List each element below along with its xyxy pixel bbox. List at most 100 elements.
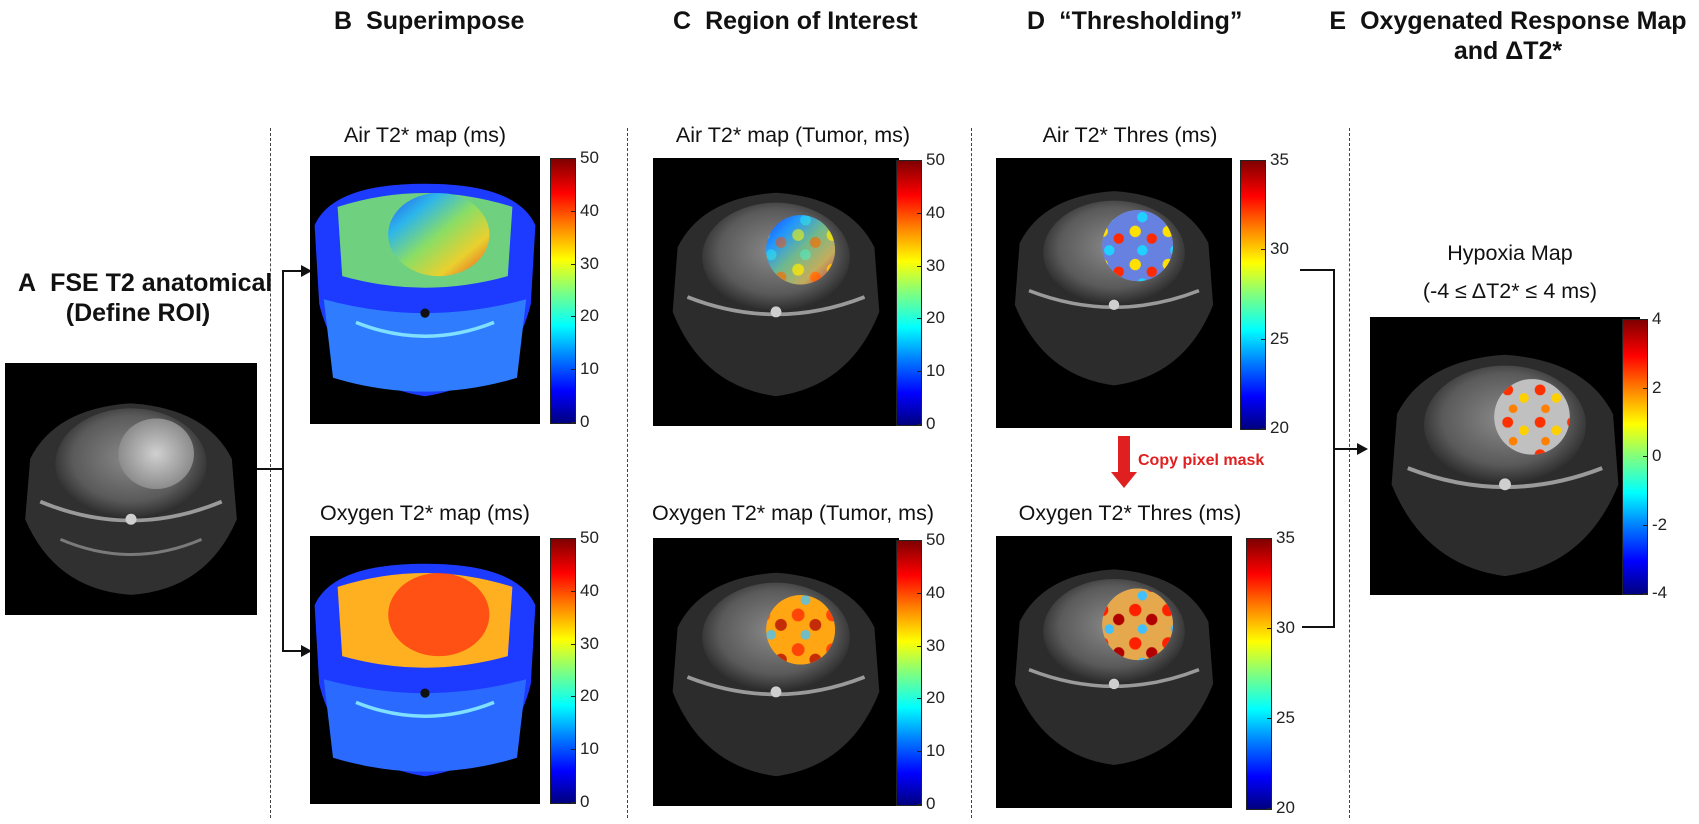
- colorbar-tickmark: [1261, 249, 1266, 251]
- colorbar-tick-label: 0: [926, 794, 936, 813]
- colorbar-tick-label: 50: [926, 530, 945, 549]
- colorbar-tick-label: 0: [1652, 446, 1662, 465]
- d-air-colorbar: [1240, 160, 1266, 430]
- connector-to-b-oxy: [282, 650, 302, 652]
- e-title-line1: Hypoxia Map: [1447, 241, 1573, 265]
- c-oxy-colorbar: [896, 540, 922, 806]
- separator-ab: [270, 128, 271, 818]
- colorbar-tick-label: 35: [1276, 528, 1295, 547]
- c-air-title: Air T2* map (Tumor, ms): [675, 123, 911, 147]
- header-c: C Region of Interest: [673, 6, 918, 36]
- colorbar-tickmark: [1261, 338, 1266, 340]
- header-d: D “Thresholding”: [1027, 6, 1242, 36]
- d-air-title: Air T2* Thres (ms): [1042, 123, 1218, 147]
- separator-de: [1349, 128, 1350, 818]
- d-air-image: [996, 158, 1232, 428]
- colorbar-tick-label: 4: [1652, 309, 1662, 328]
- colorbar-tickmark: [1643, 524, 1648, 526]
- c-oxy-title: Oxygen T2* map (Tumor, ms): [652, 501, 934, 525]
- c-air-image: [653, 158, 899, 426]
- colorbar-tickmark: [1643, 593, 1648, 594]
- colorbar-tickmark: [1643, 456, 1648, 457]
- hypoxia-map-image: [1370, 317, 1640, 595]
- colorbar-tick-label: -4: [1652, 583, 1668, 602]
- colorbar-tickmark: [571, 422, 576, 423]
- header-d-text: “Thresholding”: [1059, 7, 1243, 35]
- c-oxy-image: [653, 538, 899, 806]
- colorbar-tick-label: 20: [1270, 418, 1289, 437]
- colorbar-tickmark: [571, 263, 576, 265]
- colorbar-tickmark: [1643, 387, 1648, 389]
- colorbar-tick-label: 20: [926, 308, 945, 328]
- colorbar-tick-label: 2: [1652, 377, 1662, 397]
- colorbar-tick-label: 30: [580, 253, 599, 273]
- connector-d-oxy-out: [1302, 626, 1334, 628]
- header-e-line1: Oxygenated Response Map: [1360, 7, 1687, 35]
- colorbar-tickmark: [571, 538, 576, 539]
- colorbar-tick-label: 0: [926, 414, 936, 433]
- colorbar-tick-label: 25: [1276, 708, 1295, 727]
- b-air-title: Air T2* map (ms): [343, 123, 507, 147]
- connector-to-b-air: [282, 270, 302, 272]
- colorbar-tickmark: [917, 212, 922, 214]
- colorbar-tick-label: 50: [580, 148, 599, 167]
- header-a-line1: FSE T2 anatomical: [50, 269, 273, 297]
- colorbar-tick-label: 30: [1270, 239, 1289, 259]
- header-b-text: Superimpose: [366, 7, 525, 35]
- colorbar-tickmark: [571, 369, 576, 371]
- colorbar-tick-label: 50: [926, 150, 945, 169]
- colorbar-tick-label: 20: [926, 688, 945, 708]
- colorbar-tickmark: [571, 749, 576, 751]
- colorbar-tickmark: [917, 751, 922, 753]
- colorbar-tickmark: [917, 592, 922, 594]
- b-air-image: [310, 156, 540, 424]
- colorbar-tickmark: [571, 590, 576, 592]
- colorbar-tickmark: [917, 371, 922, 373]
- connector-to-e: [1333, 448, 1358, 450]
- colorbar-tickmark: [917, 540, 922, 541]
- colorbar-tick-label: 25: [1270, 328, 1289, 348]
- colorbar-tickmark: [1267, 628, 1272, 629]
- copy-mask-arrow-shaft: [1118, 436, 1130, 474]
- colorbar-tickmark: [1267, 538, 1272, 539]
- connector-d-air-out: [1300, 269, 1334, 271]
- b-oxy-image: [310, 536, 540, 804]
- copy-mask-arrow-head: [1111, 472, 1137, 488]
- colorbar-tickmark: [571, 802, 576, 803]
- colorbar-tickmark: [1643, 319, 1648, 320]
- header-e-line2: and ΔT2*: [1453, 37, 1563, 65]
- colorbar-tick-label: 20: [580, 686, 599, 706]
- colorbar-tickmark: [571, 158, 576, 159]
- b-air-colorbar: [550, 158, 576, 424]
- colorbar-tickmark: [917, 804, 922, 805]
- separator-bc: [627, 128, 628, 818]
- e-colorbar: [1622, 319, 1648, 595]
- colorbar-tickmark: [1267, 718, 1272, 719]
- colorbar-tickmark: [1267, 808, 1272, 809]
- arrowhead-to-b-oxy: [301, 645, 312, 657]
- colorbar-tickmark: [571, 210, 576, 212]
- colorbar-tick-label: 40: [926, 582, 945, 602]
- b-oxy-colorbar: [550, 538, 576, 804]
- header-a-line2: (Define ROI): [65, 299, 211, 327]
- colorbar-tick-label: -2: [1652, 514, 1668, 534]
- colorbar-tickmark: [917, 265, 922, 267]
- header-c-letter: C: [673, 7, 692, 35]
- header-e-letter: E: [1329, 7, 1347, 35]
- colorbar-tickmark: [1261, 160, 1266, 161]
- separator-cd: [971, 128, 972, 818]
- copy-mask-label: Copy pixel mask: [1138, 452, 1265, 469]
- arrowhead-to-b-air: [301, 265, 312, 277]
- b-oxy-title: Oxygen T2* map (ms): [320, 501, 530, 525]
- connector-a-vertical: [282, 270, 284, 652]
- colorbar-tickmark: [917, 318, 922, 320]
- d-oxy-colorbar: [1246, 538, 1272, 810]
- header-b-letter: B: [334, 7, 353, 35]
- colorbar-tick-label: 20: [580, 306, 599, 326]
- d-oxy-title: Oxygen T2* Thres (ms): [1018, 501, 1242, 525]
- colorbar-tick-label: 30: [926, 635, 945, 655]
- colorbar-tick-label: 30: [926, 255, 945, 275]
- colorbar-tick-label: 10: [926, 361, 945, 381]
- colorbar-tick-label: 10: [580, 359, 599, 379]
- header-a-letter: A: [18, 269, 37, 297]
